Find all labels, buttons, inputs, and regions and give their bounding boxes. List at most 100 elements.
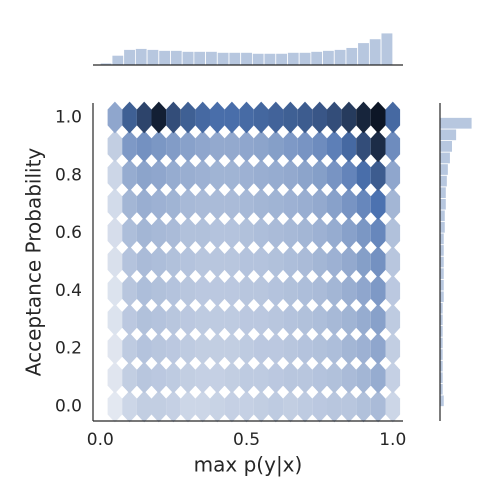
- hex-cell: [210, 217, 225, 249]
- x-tick-label: 1.0: [379, 430, 406, 450]
- x-tick-label: 0.0: [87, 430, 114, 450]
- hex-cell: [370, 159, 386, 192]
- hex-cell: [341, 390, 357, 423]
- hex-cell: [180, 188, 196, 221]
- hex-cell: [370, 390, 386, 423]
- hex-cell: [268, 159, 284, 192]
- hex-cell: [166, 217, 181, 249]
- hex-cell: [341, 303, 357, 336]
- hex-cell: [385, 130, 401, 163]
- hex-cell: [327, 332, 342, 365]
- hex-cell: [239, 390, 254, 423]
- hex-cell: [297, 101, 313, 134]
- hex-cell: [107, 303, 123, 336]
- hex-cell: [166, 159, 181, 192]
- hex-cell: [122, 217, 137, 249]
- hex-cell: [253, 188, 269, 221]
- hex-cell: [122, 275, 137, 307]
- hex-cell: [312, 188, 327, 221]
- hex-cell: [385, 246, 401, 278]
- y-hist-bar: [439, 290, 445, 303]
- hex-cell: [107, 188, 123, 221]
- hex-cell: [136, 159, 152, 192]
- y-hist-bar: [439, 117, 473, 130]
- x-hist-bar: [228, 51, 242, 66]
- hex-cell: [224, 332, 240, 365]
- hex-cell: [180, 390, 196, 423]
- y-hist-bar: [439, 209, 446, 222]
- y-tick-label: 1.0: [55, 107, 82, 127]
- x-hist-bar: [111, 54, 125, 66]
- x-hist-bar: [205, 51, 218, 66]
- hex-cell: [297, 332, 313, 365]
- hex-cell: [356, 275, 371, 307]
- hex-cell: [136, 303, 152, 336]
- hex-cell: [180, 101, 196, 134]
- hex-cell: [268, 303, 284, 336]
- hex-cell: [239, 130, 254, 163]
- hex-cell: [341, 246, 357, 278]
- hex-cell: [385, 361, 401, 394]
- hex-cell: [224, 246, 240, 278]
- hex-cell: [283, 303, 298, 336]
- hex-cell: [224, 217, 240, 249]
- hex-cell: [385, 303, 401, 336]
- hex-cell: [122, 303, 137, 336]
- hex-cell: [107, 390, 123, 423]
- hex-cell: [283, 130, 298, 163]
- x-hist-bar: [322, 50, 335, 66]
- x-hist-bar: [368, 38, 382, 66]
- hex-cell: [166, 101, 181, 134]
- x-hist-bar: [216, 51, 230, 66]
- hex-cell: [180, 303, 196, 336]
- hex-cell: [312, 159, 327, 192]
- hex-cell: [210, 390, 225, 423]
- hex-cell: [180, 275, 196, 307]
- hex-cell: [283, 217, 298, 249]
- hex-cell: [195, 217, 210, 249]
- hex-cell: [283, 159, 298, 192]
- y-tick-label: 0.6: [55, 223, 82, 243]
- hex-cell: [151, 188, 167, 221]
- hex-cell: [283, 332, 298, 365]
- hex-cell: [297, 390, 313, 423]
- y-hist-bar: [439, 186, 447, 199]
- hex-cell: [122, 332, 137, 365]
- hex-cell: [107, 130, 123, 163]
- hex-cell: [253, 390, 269, 423]
- x-hist-bar: [158, 50, 171, 66]
- hex-cell: [341, 130, 357, 163]
- y-hist-bar: [439, 221, 446, 234]
- y-hist-bar: [439, 255, 445, 269]
- hex-cell: [327, 275, 342, 307]
- x-hist-bar: [170, 50, 183, 66]
- hex-cell: [151, 361, 167, 394]
- y-hist-bar: [439, 151, 451, 165]
- hex-cell: [210, 275, 225, 307]
- hex-cell: [297, 275, 313, 307]
- hex-cell: [312, 390, 327, 423]
- hex-cell: [151, 303, 167, 336]
- hex-cell: [107, 101, 123, 134]
- hex-cell: [151, 390, 167, 423]
- hex-cell: [385, 188, 401, 221]
- x-hist-bar: [240, 51, 253, 66]
- hex-cell: [341, 361, 357, 394]
- hex-cell: [268, 246, 284, 278]
- hex-cell: [224, 303, 240, 336]
- hex-cell: [239, 101, 254, 134]
- hex-cell: [253, 361, 269, 394]
- x-tick-label: 0.5: [233, 430, 260, 450]
- hex-cell: [151, 246, 167, 278]
- hex-cell: [283, 188, 298, 221]
- x-hist-bar: [251, 52, 265, 66]
- hex-cell: [180, 217, 196, 249]
- hex-cell: [136, 275, 152, 307]
- hex-cell: [385, 390, 401, 423]
- hex-cell: [210, 303, 225, 336]
- y-tick-label: 0.8: [55, 165, 82, 185]
- hex-cell: [210, 159, 225, 192]
- hex-cell: [385, 217, 401, 249]
- hex-cell: [312, 332, 327, 365]
